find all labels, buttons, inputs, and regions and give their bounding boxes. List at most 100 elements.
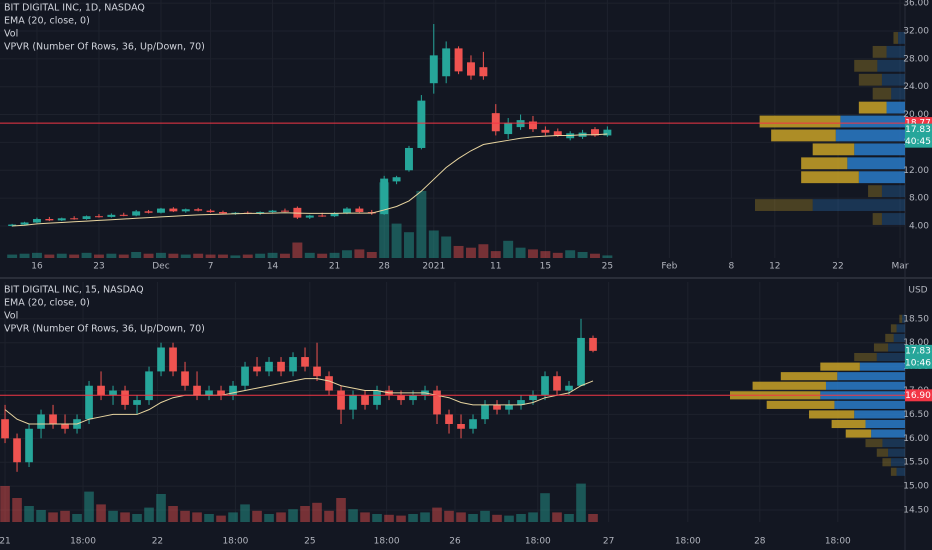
candle-body: [301, 357, 309, 367]
candle-body: [541, 376, 549, 396]
pane: 14.5015.0015.5016.0016.5017.0017.5018.00…: [0, 282, 932, 547]
candle-body: [493, 404, 501, 410]
candle-body: [97, 385, 105, 396]
x-tick-label: 21: [0, 537, 11, 547]
candle-body: [119, 214, 128, 216]
x-tick-label: 21: [329, 262, 340, 272]
x-tick-label: Dec: [152, 262, 169, 272]
x-tick-label: 28: [754, 537, 766, 547]
vpvr-up: [890, 458, 905, 467]
vpvr-up: [881, 185, 905, 198]
volume-bar: [576, 483, 586, 522]
candle-body: [409, 395, 417, 401]
candle-body: [541, 129, 550, 133]
candle-body: [392, 177, 401, 182]
candle-body: [373, 390, 381, 405]
vpvr-down: [858, 101, 887, 114]
candle-body: [469, 419, 477, 429]
candle-body: [397, 395, 405, 401]
volume-bar: [379, 182, 390, 258]
volume-bar: [240, 504, 250, 522]
volume-bar: [193, 253, 204, 258]
volume-bar: [180, 510, 190, 522]
volume-bar: [552, 252, 563, 258]
x-tick-label: 18:00: [825, 537, 851, 547]
volume-bar: [540, 251, 551, 258]
vpvr-up: [834, 400, 905, 409]
candle-body: [49, 414, 57, 424]
x-tick-label: 26: [449, 537, 461, 547]
vpvr-down: [854, 59, 878, 72]
vpvr-up: [837, 372, 905, 381]
candle-body: [417, 100, 426, 148]
x-tick-label: 7: [208, 262, 214, 272]
candle-body: [94, 216, 103, 218]
candle-body: [481, 404, 489, 420]
vpvr-up: [840, 115, 905, 128]
vpvr-up: [877, 59, 905, 72]
vpvr-down: [752, 381, 826, 390]
volume-bar: [44, 254, 55, 258]
volume-bar: [456, 512, 466, 522]
volume-bar: [132, 514, 142, 522]
volume-bar: [69, 254, 80, 258]
volume-bar: [12, 498, 22, 522]
candle-body: [529, 121, 537, 130]
y-tick-label: 4.00: [909, 221, 929, 231]
volume-bar: [300, 506, 310, 522]
volume-bar: [131, 251, 142, 258]
volume-bar: [7, 254, 18, 258]
vpvr-up: [835, 129, 905, 142]
volume-bar: [108, 510, 118, 522]
candle-body: [289, 357, 297, 372]
vpvr-up: [847, 157, 905, 170]
candle-body: [591, 129, 599, 136]
y-tick-label: 24.00: [903, 82, 929, 92]
volume-bar: [19, 253, 30, 258]
x-tick-label: 8: [729, 262, 735, 272]
currency-label: USD: [908, 286, 927, 296]
candle-body: [109, 390, 117, 396]
candle-body: [8, 224, 17, 226]
vpvr-down: [759, 115, 841, 128]
volume-bar: [360, 512, 370, 522]
volume-bar: [36, 510, 46, 522]
volume-bar: [478, 244, 489, 258]
y-tick-label: 36.00: [903, 0, 929, 9]
last-price-label: 17.83: [905, 346, 931, 356]
vpvr-down: [872, 213, 882, 225]
y-tick-label: 28.00: [903, 54, 929, 64]
vpvr-down: [820, 362, 860, 371]
volume-bar: [490, 251, 501, 258]
candle-body: [305, 215, 314, 218]
vpvr-up: [891, 87, 905, 100]
volume-bar: [441, 236, 452, 258]
price-line-tag: [905, 389, 932, 402]
candle-body: [169, 208, 178, 212]
volume-bar: [264, 514, 274, 522]
volume-bar: [480, 510, 490, 522]
candle-body: [256, 212, 265, 214]
volume-bar: [342, 250, 352, 258]
volume-bar: [118, 254, 129, 258]
vpvr-up: [859, 362, 905, 371]
volume-bar: [420, 512, 430, 522]
volume-bar: [444, 510, 454, 522]
vpvr-up: [881, 213, 905, 225]
x-tick-label: 22: [152, 537, 163, 547]
vpvr-down: [858, 73, 882, 86]
vpvr-up: [881, 73, 905, 86]
volume-bar: [72, 514, 82, 522]
candle-body: [268, 210, 277, 213]
chart-title: BIT DIGITAL INC, 15, NASDAQ: [4, 285, 144, 296]
pane: 4.008.0012.0016.0020.0024.0028.0032.0036…: [0, 0, 932, 272]
volume-bar: [24, 506, 34, 522]
volume-bar: [432, 507, 442, 522]
x-tick-label: 18:00: [675, 537, 701, 547]
indicator-label: EMA (20, close, 0): [4, 16, 90, 27]
ema-line: [12, 133, 608, 227]
volume-bar: [204, 514, 214, 522]
candle-body: [577, 337, 585, 386]
candle-body: [194, 209, 203, 211]
